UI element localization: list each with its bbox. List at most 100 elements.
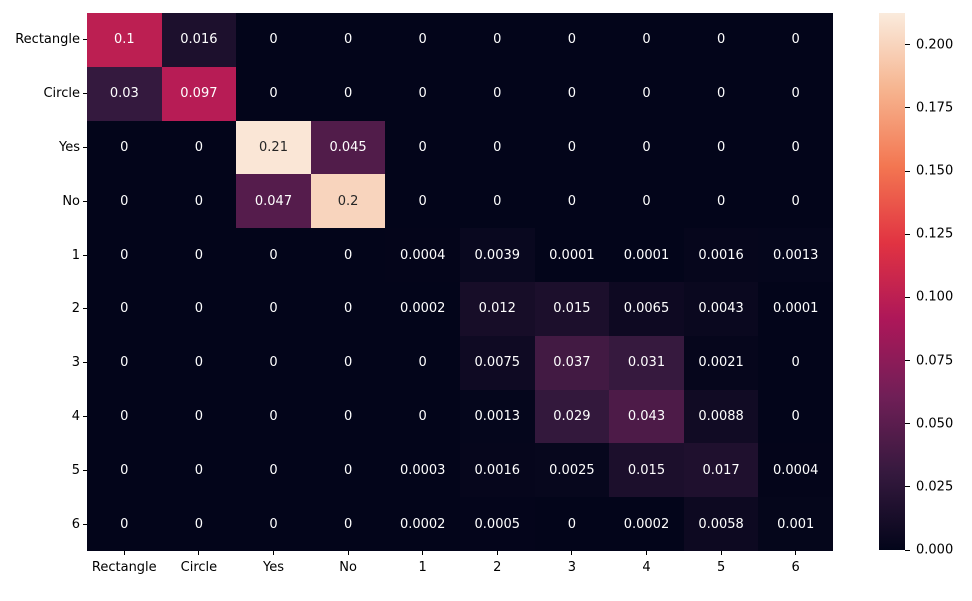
heatmap-cell: 0: [161, 120, 237, 175]
heatmap-cell: 0: [459, 174, 535, 229]
heatmap-cell: 0: [87, 228, 162, 282]
x-axis-tick-labels: Rectangle Circle Yes No 1 2 3 4 5 6: [87, 558, 833, 576]
heatmap-cell: 0: [758, 120, 833, 175]
heatmap-cell: 0: [385, 120, 460, 175]
cell-value: 0: [194, 301, 204, 317]
y-tick-mark: [83, 200, 87, 202]
cell-value: 0: [120, 462, 129, 478]
y-tick-mark: [83, 523, 87, 525]
heatmap-cell: 0.015: [609, 443, 684, 498]
cell-value: 0: [716, 32, 726, 48]
heatmap-cell: 0: [310, 335, 386, 390]
heatmap-cell: 0.0002: [385, 497, 460, 551]
y-tick-mark: [83, 416, 87, 417]
cell-value: 0: [493, 139, 502, 155]
heatmap-cell: 0: [683, 174, 759, 229]
cell-value: 0.0013: [474, 408, 521, 424]
heatmap-cell: 0: [534, 174, 610, 229]
cell-value: 0: [642, 86, 651, 102]
heatmap-cell: 0.012: [459, 281, 535, 336]
heatmap-cell: 0: [310, 443, 386, 498]
heatmap-cell: 0: [236, 228, 311, 282]
y-axis-label: 4: [71, 408, 80, 424]
cell-value: 0: [269, 32, 278, 48]
x-axis-label: 4: [642, 559, 651, 575]
heatmap-cell: 0: [385, 335, 460, 390]
heatmap-cell: 0.0013: [459, 389, 535, 444]
heatmap-cell: 0: [385, 13, 460, 67]
colorbar-tick-mark: [905, 486, 910, 488]
cell-value: 0: [269, 86, 278, 102]
colorbar-tick-label: 0.000: [916, 542, 954, 558]
cell-value: 0: [567, 86, 577, 102]
heatmap-cell: 0: [609, 174, 684, 229]
heatmap-cell: 0.0001: [758, 281, 833, 336]
cell-value: 0: [120, 139, 129, 155]
cell-value: 0.0001: [623, 247, 670, 263]
heatmap-cell: 0.0001: [534, 228, 610, 282]
heatmap-cell: 0: [310, 497, 386, 551]
cell-value: 0.045: [329, 139, 367, 155]
y-tick-mark: [83, 254, 87, 256]
y-tick-mark: [83, 362, 87, 364]
cell-value: 0: [418, 408, 427, 424]
cell-value: 0.0021: [698, 355, 744, 371]
cell-value: 0: [716, 139, 726, 155]
cell-value: 0: [194, 139, 204, 155]
cell-value: 0: [791, 139, 800, 155]
heatmap-cell: 0.016: [161, 13, 237, 67]
cell-value: 0.0005: [474, 516, 521, 532]
cell-value: 0.001: [777, 516, 815, 532]
heatmap-cell: 0: [236, 389, 311, 444]
cell-value: 0: [120, 355, 129, 371]
heatmap-cell: 0: [87, 335, 162, 390]
x-tick-mark: [123, 551, 125, 555]
cell-value: 0.2: [337, 193, 359, 209]
x-axis-label: 1: [418, 559, 427, 575]
cell-value: 0: [343, 355, 353, 371]
x-axis-label: 3: [567, 559, 577, 575]
heatmap-cell: 0: [609, 13, 684, 67]
heatmap-cell: 0: [459, 66, 535, 121]
cell-value: 0.0001: [772, 301, 819, 317]
cell-value: 0: [120, 301, 129, 317]
cell-value: 0: [567, 139, 577, 155]
x-axis-label: Yes: [262, 559, 284, 575]
cell-value: 0.0016: [698, 247, 744, 263]
heatmap-cell: 0: [534, 497, 610, 551]
heatmap-cell: 0: [459, 120, 535, 175]
cell-value: 0: [343, 247, 353, 263]
cell-value: 0.21: [259, 139, 288, 155]
heatmap-cell: 0: [683, 66, 759, 121]
cell-value: 0: [269, 301, 278, 317]
heatmap-cell: 0: [385, 66, 460, 121]
cell-value: 0: [642, 193, 651, 209]
heatmap-cell: 0: [758, 335, 833, 390]
cell-value: 0: [194, 462, 204, 478]
cell-value: 0.03: [109, 86, 139, 102]
cell-value: 0: [120, 516, 129, 532]
cell-value: 0: [791, 86, 800, 102]
colorbar-tick-mark: [905, 296, 910, 298]
heatmap-cell: 0.001: [758, 497, 833, 551]
heatmap-cell: 0: [87, 174, 162, 229]
heatmap-cell: 0: [161, 228, 237, 282]
y-tick-mark: [83, 93, 87, 95]
cell-value: 0: [194, 408, 204, 424]
cell-value: 0.0058: [698, 516, 744, 532]
heatmap-cell: 0.037: [534, 335, 610, 390]
heatmap-cell: 0: [161, 443, 237, 498]
heatmap-cell: 0: [236, 66, 311, 121]
heatmap-grid: 0.1 0.016 0 0 0 0 0 0 0 0 0.03 0.097 0 0 0 0 0 0 0 0 0 0 0.21 0…: [87, 13, 833, 551]
heatmap-cell: 0.015: [534, 281, 610, 336]
y-axis-label: No: [62, 193, 80, 209]
heatmap-cell: 0: [87, 120, 162, 175]
heatmap-cell: 0.1: [87, 13, 162, 67]
cell-value: 0: [418, 193, 427, 209]
heatmap-cell: 0: [758, 389, 833, 444]
cell-value: 0.043: [627, 408, 666, 424]
heatmap-cell: 0: [310, 13, 386, 67]
x-axis-label: 5: [716, 559, 726, 575]
colorbar-tick-mark: [905, 170, 910, 172]
